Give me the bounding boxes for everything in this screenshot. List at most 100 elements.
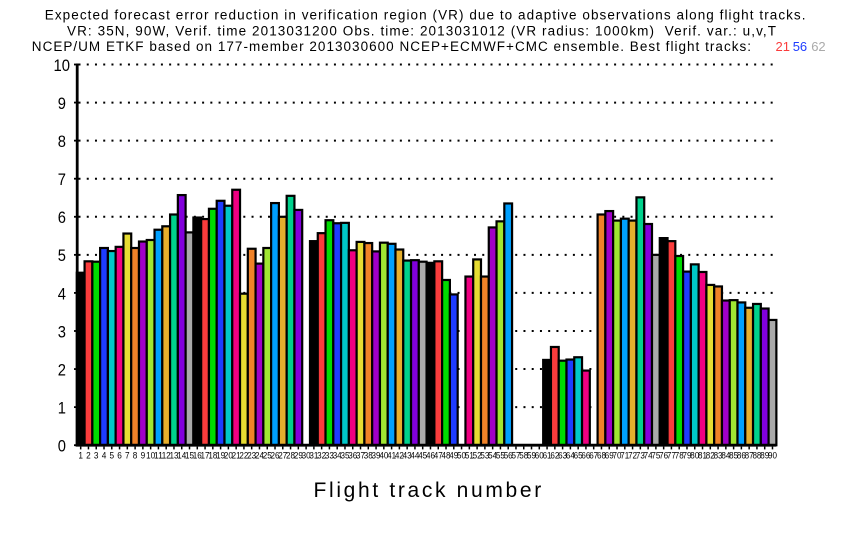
svg-text:67: 67 (589, 451, 598, 462)
svg-text:68: 68 (597, 451, 606, 462)
svg-text:25: 25 (263, 451, 272, 462)
svg-text:66: 66 (581, 451, 590, 462)
svg-text:3: 3 (58, 322, 66, 341)
svg-text:5: 5 (58, 246, 66, 265)
svg-text:70: 70 (613, 451, 622, 462)
svg-text:85: 85 (729, 451, 738, 462)
svg-text:Flight track number: Flight track number (314, 479, 542, 502)
svg-text:4: 4 (58, 284, 66, 303)
svg-text:0: 0 (58, 437, 66, 456)
svg-text:18: 18 (208, 451, 217, 462)
svg-text:81: 81 (698, 451, 707, 462)
svg-text:73: 73 (636, 451, 645, 462)
svg-text:15: 15 (185, 451, 194, 462)
svg-text:87: 87 (745, 451, 754, 462)
svg-text:6: 6 (117, 451, 122, 462)
svg-text:79: 79 (682, 451, 691, 462)
svg-text:42: 42 (395, 451, 404, 462)
svg-text:7: 7 (58, 170, 66, 189)
svg-text:21: 21 (776, 39, 790, 54)
svg-text:1: 1 (78, 451, 83, 462)
svg-text:1: 1 (58, 398, 66, 417)
svg-text:44: 44 (410, 451, 419, 462)
svg-text:90: 90 (768, 451, 777, 462)
svg-text:69: 69 (605, 451, 614, 462)
svg-text:60: 60 (535, 451, 544, 462)
svg-text:76: 76 (659, 451, 668, 462)
svg-text:19: 19 (216, 451, 225, 462)
svg-text:14: 14 (177, 451, 186, 462)
svg-text:88: 88 (752, 451, 761, 462)
svg-text:51: 51 (465, 451, 474, 462)
svg-text:84: 84 (721, 451, 730, 462)
svg-text:72: 72 (628, 451, 637, 462)
svg-text:36: 36 (348, 451, 357, 462)
svg-text:10: 10 (54, 56, 71, 75)
svg-text:8: 8 (58, 132, 66, 151)
svg-text:65: 65 (574, 451, 583, 462)
svg-text:7: 7 (125, 451, 130, 462)
svg-text:29: 29 (294, 451, 303, 462)
svg-text:58: 58 (519, 451, 528, 462)
svg-text:48: 48 (442, 451, 451, 462)
svg-text:40: 40 (379, 451, 388, 462)
svg-text:NCEP/UM ETKF based on 177-memb: NCEP/UM ETKF based on 177-member 2013030… (32, 39, 751, 54)
svg-text:3: 3 (94, 451, 99, 462)
svg-text:27: 27 (278, 451, 287, 462)
svg-text:10: 10 (146, 451, 155, 462)
svg-text:75: 75 (651, 451, 660, 462)
svg-text:62: 62 (550, 451, 559, 462)
svg-text:22: 22 (239, 451, 248, 462)
svg-text:43: 43 (403, 451, 412, 462)
svg-text:80: 80 (690, 451, 699, 462)
svg-text:45: 45 (418, 451, 427, 462)
svg-text:17: 17 (201, 451, 210, 462)
svg-text:6: 6 (58, 208, 66, 227)
svg-text:39: 39 (372, 451, 381, 462)
svg-text:89: 89 (760, 451, 769, 462)
svg-text:32: 32 (317, 451, 326, 462)
svg-text:59: 59 (527, 451, 536, 462)
svg-text:86: 86 (737, 451, 746, 462)
svg-text:2: 2 (86, 451, 91, 462)
svg-text:26: 26 (271, 451, 280, 462)
svg-text:4: 4 (102, 451, 107, 462)
svg-text:37: 37 (356, 451, 365, 462)
svg-text:5: 5 (109, 451, 114, 462)
svg-text:30: 30 (302, 451, 311, 462)
svg-text:9: 9 (141, 451, 146, 462)
svg-text:38: 38 (364, 451, 373, 462)
svg-text:VR: 35N, 90W, Verif. time 2013: VR: 35N, 90W, Verif. time 2013031200 Obs… (67, 23, 776, 38)
svg-text:53: 53 (480, 451, 489, 462)
svg-text:41: 41 (387, 451, 396, 462)
svg-text:16: 16 (193, 451, 202, 462)
svg-text:83: 83 (714, 451, 723, 462)
svg-text:34: 34 (333, 451, 342, 462)
svg-text:71: 71 (620, 451, 629, 462)
svg-text:50: 50 (457, 451, 466, 462)
svg-text:54: 54 (488, 451, 497, 462)
svg-text:63: 63 (558, 451, 567, 462)
svg-text:23: 23 (247, 451, 256, 462)
svg-text:8: 8 (133, 451, 138, 462)
svg-text:61: 61 (543, 451, 552, 462)
svg-text:20: 20 (224, 451, 233, 462)
svg-text:Expected forecast error reduct: Expected forecast error reduction in ver… (45, 7, 806, 22)
svg-text:56: 56 (793, 39, 807, 54)
svg-text:46: 46 (426, 451, 435, 462)
svg-text:12: 12 (162, 451, 171, 462)
svg-text:82: 82 (706, 451, 715, 462)
svg-text:35: 35 (340, 451, 349, 462)
svg-text:47: 47 (434, 451, 443, 462)
svg-text:78: 78 (675, 451, 684, 462)
svg-text:31: 31 (309, 451, 318, 462)
svg-text:2: 2 (58, 360, 66, 379)
svg-text:49: 49 (449, 451, 458, 462)
svg-text:64: 64 (566, 451, 575, 462)
svg-text:57: 57 (511, 451, 520, 462)
svg-text:77: 77 (667, 451, 676, 462)
svg-text:33: 33 (325, 451, 334, 462)
svg-text:52: 52 (473, 451, 482, 462)
svg-text:28: 28 (286, 451, 295, 462)
svg-text:62: 62 (811, 39, 825, 54)
